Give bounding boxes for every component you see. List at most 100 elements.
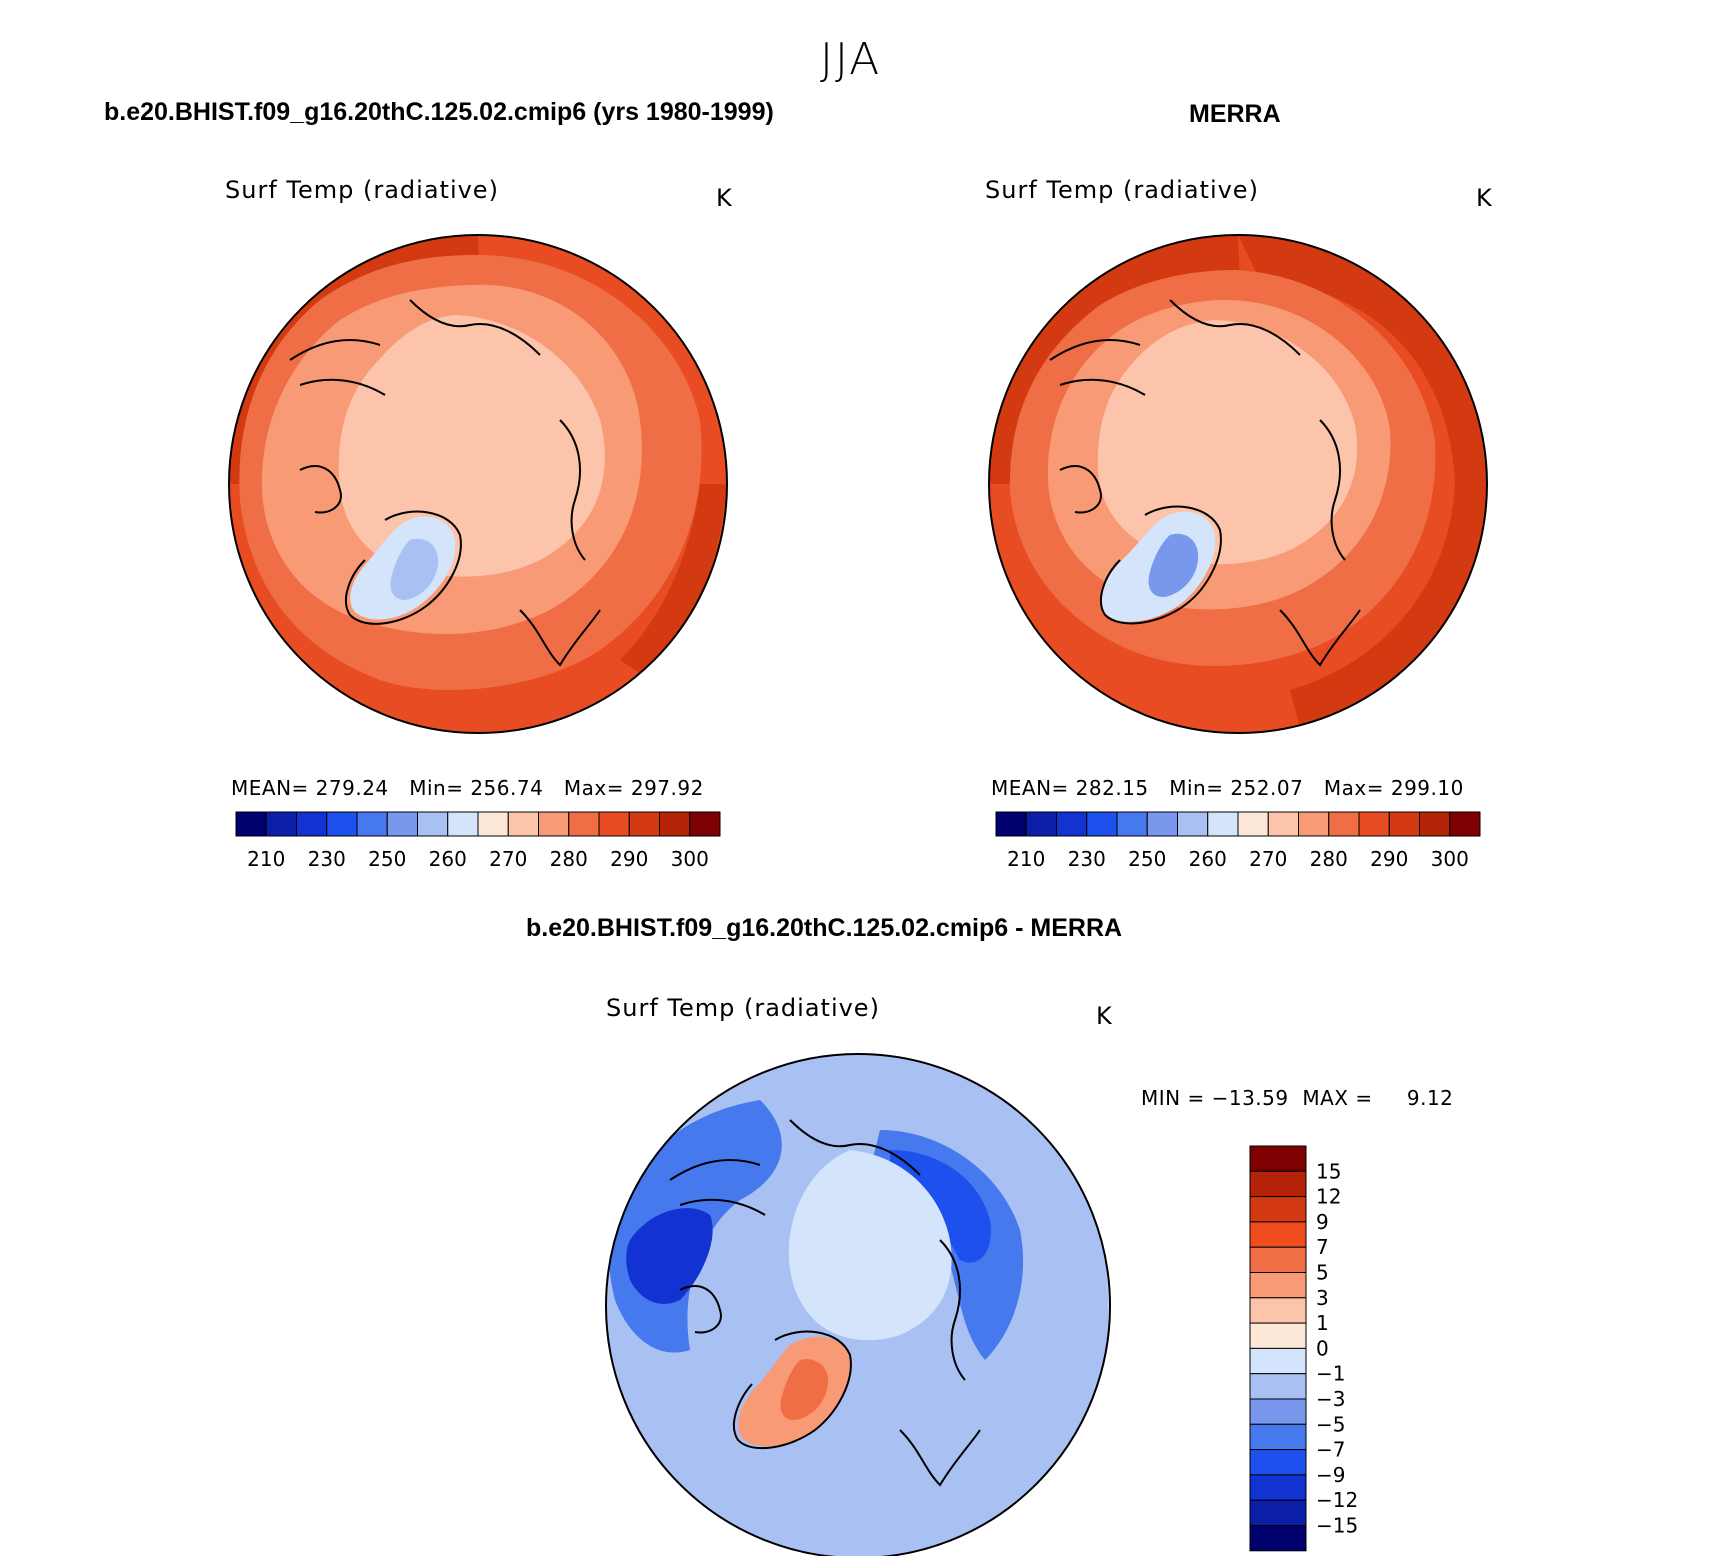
diff-coldest-east <box>890 1150 991 1263</box>
obs-mean-value: 282.15 <box>1075 776 1149 800</box>
diff-colorbar-tick-label: 12 <box>1316 1185 1341 1209</box>
diff-polar-map <box>605 1053 1111 1556</box>
model-colorbar-tick-label: 260 <box>429 847 467 871</box>
model-colorbar: 210 230 250 260 270 280 290 300 <box>235 811 721 871</box>
model-arctic-ocean <box>338 315 605 577</box>
model-mean-value: 279.24 <box>315 776 389 800</box>
model-units: K <box>716 184 732 212</box>
diff-colorbar-box <box>1249 1221 1307 1248</box>
diff-colorbar-tick-label: 5 <box>1316 1261 1329 1285</box>
model-colorbar-box <box>689 811 721 837</box>
diff-stats: MIN = −13.59 MAX = 9.12 <box>1141 1086 1454 1110</box>
model-colorbar-tick-label: 300 <box>671 847 709 871</box>
diff-colorbar-box <box>1249 1449 1307 1476</box>
model-colorbar-box <box>507 811 539 837</box>
model-colorbar-box <box>386 811 418 837</box>
obs-mean-label: MEAN= <box>991 776 1069 800</box>
obs-colorbar-tick-label: 300 <box>1431 847 1469 871</box>
model-coastlines <box>289 299 601 667</box>
obs-stats: MEAN= 282.15 Min= 252.07 Max= 299.10 <box>991 776 1464 800</box>
model-warm-south <box>620 484 727 680</box>
obs-case-title: MERRA <box>1189 100 1281 128</box>
diff-colorbar-tick-label: 15 <box>1316 1159 1341 1183</box>
obs-warm-east <box>1238 235 1487 728</box>
obs-colorbar-box <box>1449 811 1481 837</box>
obs-colorbar-box <box>1056 811 1088 837</box>
diff-colorbar-tick-label: −3 <box>1316 1387 1345 1411</box>
diff-colorbar-box <box>1249 1272 1307 1299</box>
model-colorbar-box <box>477 811 509 837</box>
model-colorbar-box <box>356 811 388 837</box>
diff-colorbar-tick-label: 9 <box>1316 1210 1329 1234</box>
diff-colorbar-box <box>1249 1525 1307 1552</box>
obs-min-value: 252.07 <box>1230 776 1304 800</box>
obs-colorbar-box <box>1419 811 1451 837</box>
model-colorbar-tick-label: 250 <box>368 847 406 871</box>
model-colorbar-box <box>417 811 449 837</box>
model-colorbar-box <box>538 811 570 837</box>
model-colorbar-tick-label: 290 <box>610 847 648 871</box>
diff-variable-title: Surf Temp (radiative) <box>606 994 880 1022</box>
diff-colorbar-tick-label: −12 <box>1316 1488 1358 1512</box>
model-max-value: 297.92 <box>630 776 704 800</box>
obs-colorbar-box <box>1358 811 1390 837</box>
model-colorbar-box <box>326 811 358 837</box>
obs-arctic-ocean <box>1097 320 1358 565</box>
diff-coldest-west <box>626 1208 713 1304</box>
obs-colorbar-box <box>1237 811 1269 837</box>
obs-colorbar-box <box>1328 811 1360 837</box>
obs-colorbar-tick-label: 270 <box>1249 847 1287 871</box>
model-colorbar-tick-label: 270 <box>489 847 527 871</box>
diff-colorbar-box <box>1249 1170 1307 1198</box>
obs-colorbar-tick-label: 230 <box>1068 847 1106 871</box>
obs-colorbar-box <box>1116 811 1148 837</box>
obs-colorbar: 210 230 250 260 270 280 290 300 <box>995 811 1481 871</box>
diff-greenland-warmest <box>780 1359 829 1421</box>
diff-colorbar-box <box>1249 1499 1307 1526</box>
diff-colorbar-tick-label: −7 <box>1316 1438 1345 1462</box>
obs-colorbar-box <box>1177 811 1209 837</box>
model-colorbar-box <box>598 811 630 837</box>
model-mean-label: MEAN= <box>231 776 309 800</box>
obs-polar-map <box>988 234 1488 734</box>
diff-colorbar-tick-label: −1 <box>1316 1362 1345 1386</box>
model-colorbar-box <box>265 811 297 837</box>
obs-coastlines <box>1049 299 1361 667</box>
diff-units: K <box>1096 1002 1112 1030</box>
diff-arctic-ocean <box>788 1150 952 1341</box>
obs-units: K <box>1476 184 1492 212</box>
diff-coastlines <box>669 1119 981 1487</box>
model-min-value: 256.74 <box>470 776 544 800</box>
obs-colorbar-tick-label: 290 <box>1370 847 1408 871</box>
obs-greenland-core <box>1148 533 1199 598</box>
diff-case-title: b.e20.BHIST.f09_g16.20thC.125.02.cmip6 -… <box>526 914 1123 942</box>
model-max-label: Max= <box>563 776 624 800</box>
model-colorbar-tick-label: 230 <box>308 847 346 871</box>
model-case-title: b.e20.BHIST.f09_g16.20thC.125.02.cmip6 (… <box>104 98 774 126</box>
diff-colorbar-tick-label: 1 <box>1316 1311 1329 1335</box>
obs-colorbar-tick-label: 210 <box>1007 847 1045 871</box>
obs-colorbar-tick-label: 280 <box>1310 847 1348 871</box>
obs-colorbar-box <box>1207 811 1239 837</box>
obs-colorbar-box <box>1298 811 1330 837</box>
obs-colorbar-box <box>995 811 1027 837</box>
obs-colorbar-box <box>1388 811 1420 837</box>
obs-max-label: Max= <box>1323 776 1384 800</box>
model-colorbar-box <box>628 811 660 837</box>
diff-colorbar-tick-label: 3 <box>1316 1286 1329 1310</box>
obs-colorbar-box <box>1025 811 1057 837</box>
model-polar-map <box>228 234 728 734</box>
obs-min-label: Min= <box>1169 776 1224 800</box>
diff-colorbar-box <box>1249 1322 1307 1349</box>
model-greenland-core <box>390 538 439 600</box>
model-variable-title: Surf Temp (radiative) <box>225 176 499 204</box>
obs-colorbar-box <box>1267 811 1299 837</box>
diff-colorbar-box <box>1249 1373 1307 1400</box>
obs-colorbar-box <box>1146 811 1178 837</box>
model-colorbar-tick-label: 280 <box>550 847 588 871</box>
model-colorbar-box <box>235 811 267 837</box>
model-colorbar-tick-label: 210 <box>247 847 285 871</box>
diff-colorbar-box <box>1249 1196 1307 1223</box>
diff-colorbar-tick-label: 7 <box>1316 1235 1329 1259</box>
